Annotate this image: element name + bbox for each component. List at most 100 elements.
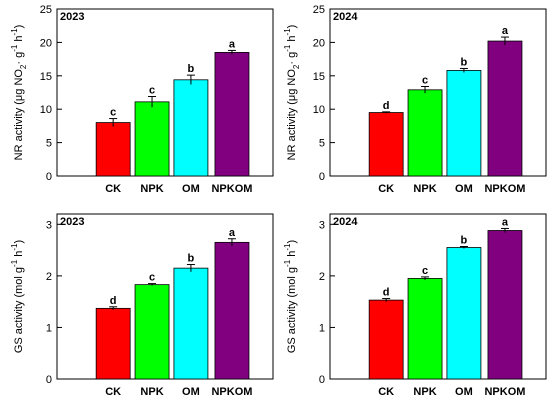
year-label: 2023 [60,216,84,228]
y-label-main: GS activity (mol g [286,267,298,353]
bar-om [173,79,209,177]
y-tick-label: 2 [46,271,52,283]
significance-letter: b [461,234,468,246]
significance-letter: c [110,107,116,119]
y-tick-label: 0 [46,171,52,183]
bar-ck [95,122,131,177]
y-label-superscript: -1 [10,44,19,52]
significance-letter: c [422,265,428,277]
y-label-main: NR activity (μg NO [286,69,298,161]
y-tick-label: 15 [40,71,52,83]
y-label-unit: h [286,251,298,260]
y-label-close: ) [286,240,298,244]
significance-letter: b [188,253,195,265]
y-label-tail: · g [286,52,298,65]
x-tick-label: OM [182,386,200,398]
significance-letter: a [502,216,509,228]
y-label-subscript: 2 [292,64,301,69]
significance-letter: d [110,295,117,307]
y-tick-label: 10 [313,104,325,116]
bar-npkom [487,40,523,177]
y-label-close: ) [286,25,298,29]
year-label: 2024 [333,11,358,23]
y-label-tail: · g [13,52,25,65]
significance-letter: b [188,63,195,75]
bar-npkom [487,230,523,380]
year-label: 2023 [60,11,84,23]
y-tick-label: 25 [313,4,325,16]
y-tick-label: 0 [319,171,325,183]
y-label-main: GS activity (mol g [13,267,25,353]
y-label-superscript: -1 [283,28,292,36]
x-tick-label: CK [105,386,121,398]
significance-letter: a [229,227,236,239]
significance-letter: c [149,85,155,97]
x-tick-label: CK [378,386,394,398]
x-tick-label: OM [455,183,473,195]
x-tick-label: NPK [413,386,436,398]
y-label-close: ) [13,25,25,29]
y-label-superscript: -1 [283,259,292,267]
significance-letter: c [149,272,155,284]
y-tick-label: 20 [313,37,325,49]
year-label: 2024 [333,216,358,228]
chart-panel-4: 0 1 2 3 d CK c NPK b OM a NPKOM 2024 GS activity (mol… [283,213,547,398]
bar-npk [407,278,443,380]
y-axis-label: GS activity (mol g-1 h-1) [283,240,298,353]
y-axis-label: GS activity (mol g-1 h-1) [10,240,25,353]
y-tick-label: 3 [46,219,52,231]
x-tick-label: NPK [413,183,436,195]
y-tick-label: 2 [319,271,325,283]
y-label-superscript: -1 [10,28,19,36]
x-tick-label: NPK [140,183,163,195]
x-tick-label: OM [182,183,200,195]
bar-npk [134,284,170,380]
x-tick-label: CK [378,183,394,195]
bar-npk [134,101,170,177]
significance-letter: d [383,100,390,112]
y-label-unit: h [13,35,25,44]
bar-npkom [214,241,250,380]
y-label-superscript: -1 [10,259,19,267]
x-tick-label: NPKOM [211,386,252,398]
y-label-superscript: -1 [283,44,292,52]
y-tick-label: 5 [319,138,325,150]
x-tick-label: OM [455,386,473,398]
significance-letter: b [461,56,468,68]
significance-letter: a [502,25,509,37]
y-label-subscript: 2 [19,64,28,69]
y-tick-label: 15 [313,71,325,83]
x-tick-label: NPKOM [211,183,252,195]
y-tick-label: 0 [46,374,52,386]
y-tick-label: 0 [319,374,325,386]
y-tick-label: 3 [319,219,325,231]
x-tick-label: CK [105,183,121,195]
y-tick-label: 1 [46,322,52,334]
bar-npkom [214,52,250,177]
significance-letter: a [229,38,236,50]
y-tick-label: 20 [40,37,52,49]
bar-om [173,267,209,380]
y-axis-label: NR activity (μg NO2· g-1 h-1) [10,25,28,161]
y-axis-label: NR activity (μg NO2· g-1 h-1) [283,25,301,161]
y-label-superscript: -1 [10,243,19,251]
y-label-close: ) [13,240,25,244]
y-label-unit: h [286,35,298,44]
bar-ck [95,307,131,380]
bar-om [446,70,482,177]
y-tick-label: 10 [40,104,52,116]
bar-om [446,247,482,380]
chart-panel-3: 0 1 2 3 d CK c NPK b OM a NPKOM 2023 GS activity (mol… [10,213,274,398]
x-tick-label: NPKOM [484,183,525,195]
y-tick-label: 25 [40,4,52,16]
y-label-unit: h [13,251,25,260]
x-tick-label: NPK [140,386,163,398]
y-label-main: NR activity (μg NO [13,69,25,161]
bar-ck [368,112,404,177]
significance-letter: c [422,74,428,86]
x-tick-label: NPKOM [484,386,525,398]
significance-letter: d [383,287,390,299]
y-tick-label: 5 [46,138,52,150]
y-label-superscript: -1 [283,243,292,251]
